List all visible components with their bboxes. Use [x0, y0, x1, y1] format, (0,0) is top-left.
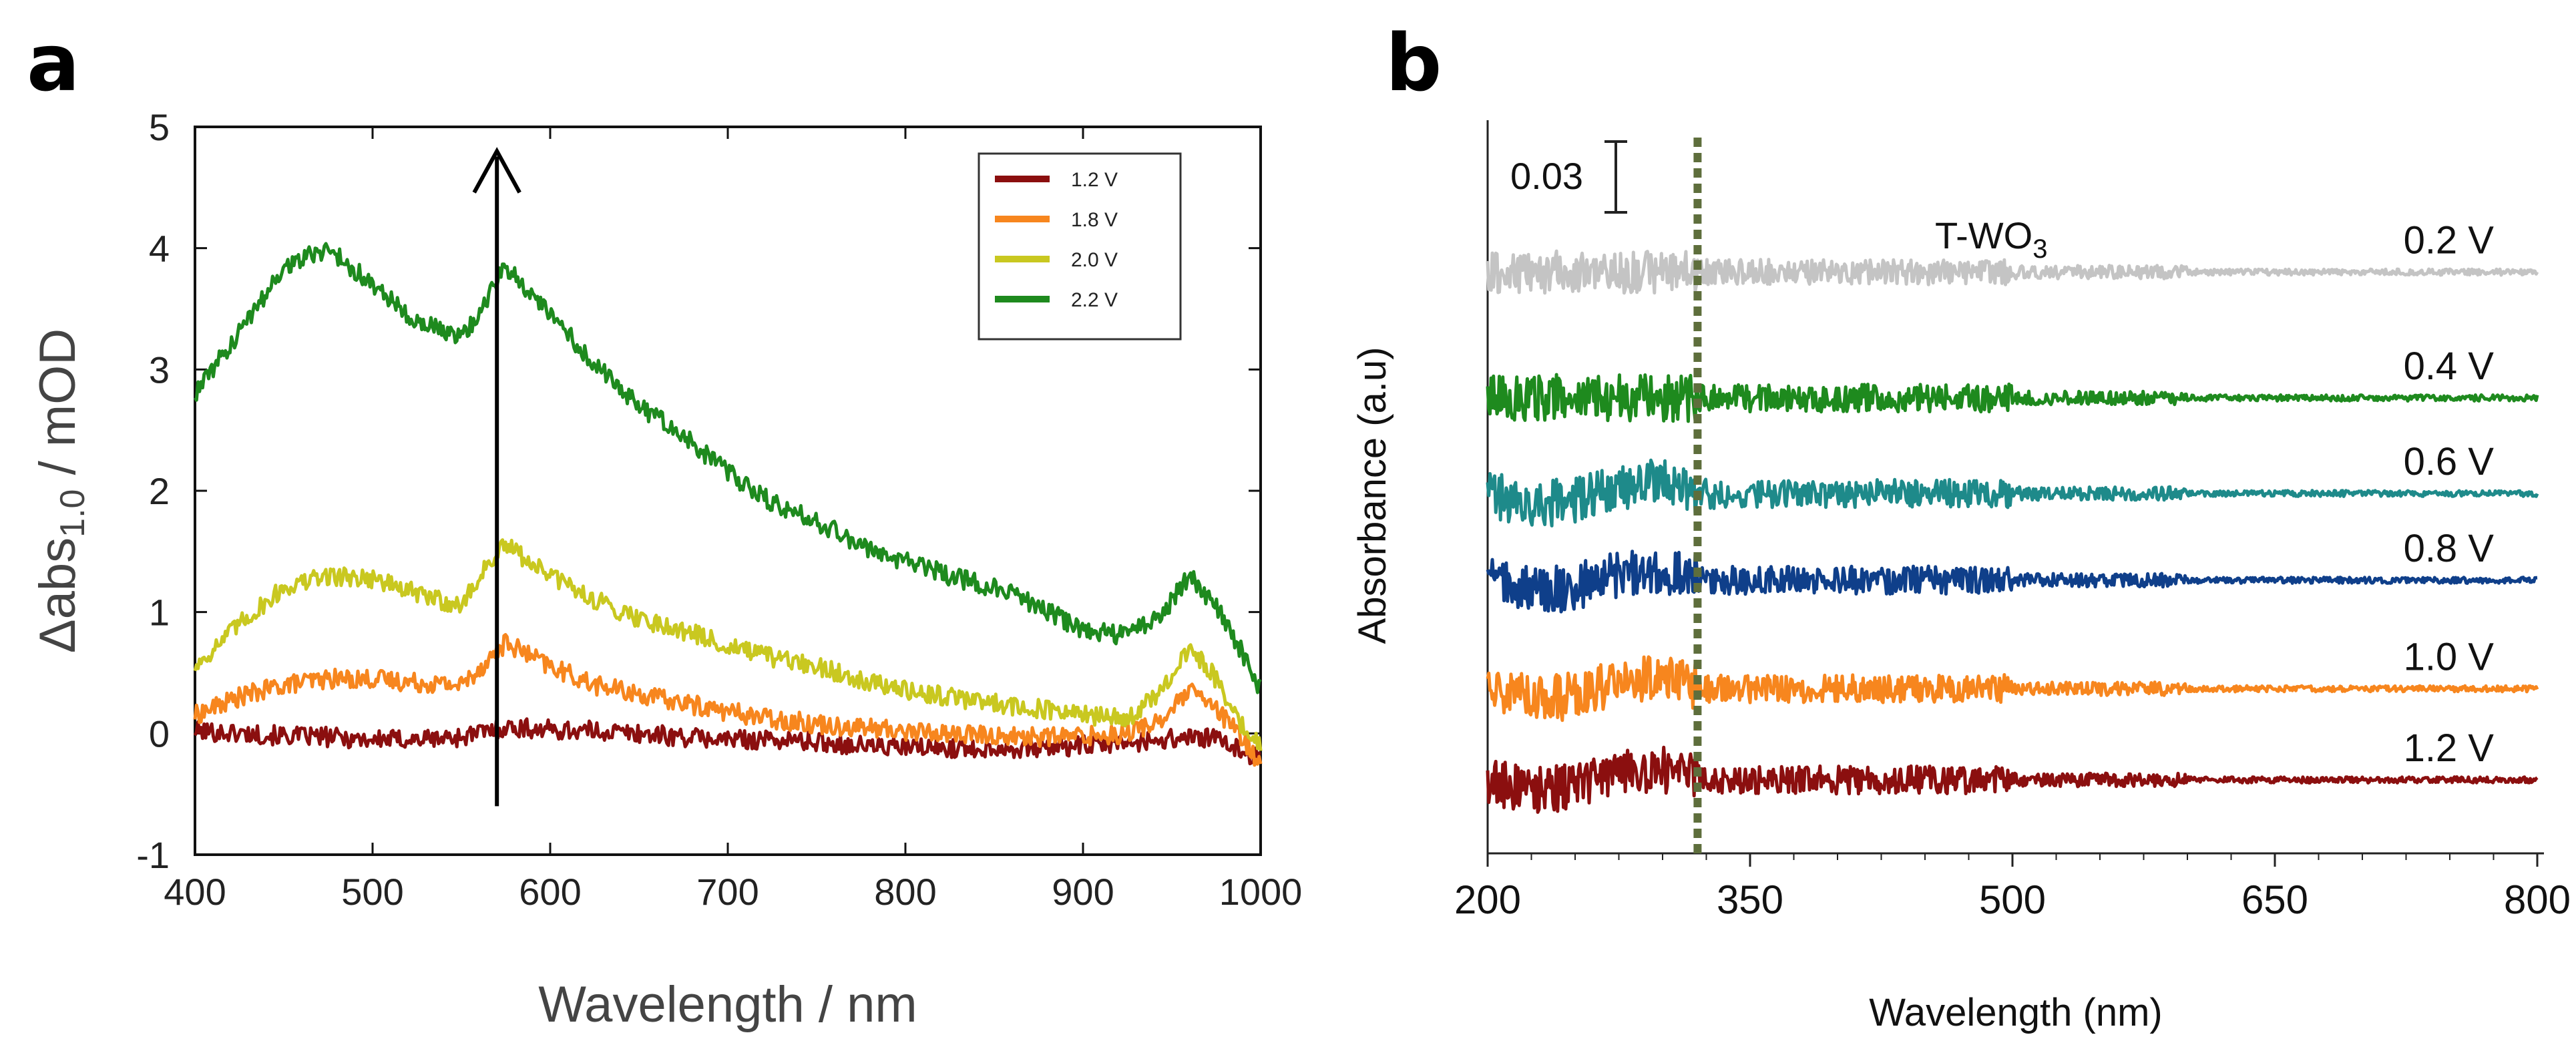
series-line-1_2V [1486, 745, 2539, 814]
panel-b-x-ticks: 200 350 500 650 800 [1454, 853, 2571, 922]
sample-annotation: T-WO3 [1935, 214, 2047, 264]
series-label: 1.0 V [2404, 636, 2495, 679]
y-tick-label: 1 [149, 592, 170, 634]
x-tick-label: 700 [696, 871, 759, 913]
panel-a-label: a [27, 17, 80, 109]
arrow-head [472, 147, 521, 194]
series-line-1_0V [1486, 655, 2539, 722]
panel-b: 200 350 500 650 800 0.2 V 0.4 V 0.6 V 0.8 V 1.0 … [1351, 120, 2571, 1034]
panel-b-x-label: Wavelength (nm) [1869, 991, 2162, 1034]
x-tick-label: 200 [1454, 877, 1521, 922]
panel-a-x-ticks: 400 500 600 700 800 900 1000 [164, 127, 1302, 913]
increase-arrow [472, 147, 521, 807]
legend-label: 2.0 V [1071, 249, 1118, 271]
series-label: 0.2 V [2404, 219, 2495, 262]
sample-name: T-WO [1935, 214, 2032, 256]
panel-a-legend: 1.2 V 1.8 V 2.0 V 2.2 V [978, 152, 1182, 341]
y-tick-label: -1 [136, 834, 170, 876]
x-tick-label: 900 [1052, 871, 1114, 913]
series-line-0_4V [1486, 373, 2539, 423]
x-tick-label: 650 [2241, 877, 2308, 922]
panel-a-x-label: Wavelength / nm [538, 976, 917, 1033]
panel-b-series [1486, 249, 2539, 814]
x-tick-label: 350 [1717, 877, 1783, 922]
x-tick-label: 1000 [1219, 871, 1303, 913]
y-tick-label: 5 [149, 106, 170, 148]
series-line-1_2V [193, 717, 1261, 766]
sample-subscript: 3 [2032, 234, 2047, 264]
series-line-1_8V [193, 633, 1263, 767]
y-tick-label: 2 [149, 470, 170, 512]
legend-label: 1.2 V [1071, 169, 1118, 191]
series-line-2_0V [193, 538, 1263, 751]
series-label: 0.6 V [2404, 440, 2495, 483]
y-label-unit: / mOD [29, 329, 86, 489]
x-tick-label: 800 [874, 871, 936, 913]
panel-b-label: b [1385, 17, 1442, 109]
legend-label: 2.2 V [1071, 289, 1118, 311]
x-tick-label: 500 [1979, 877, 2046, 922]
y-tick-label: 4 [149, 228, 170, 270]
series-label: 0.4 V [2404, 345, 2495, 388]
x-tick-label: 800 [2504, 877, 2571, 922]
legend-box [978, 152, 1182, 341]
scale-bar: 0.03 [1510, 140, 1627, 214]
panel-a-series [193, 242, 1263, 767]
y-label-main: Δabs [29, 538, 86, 653]
panel-a: 400 500 600 700 800 900 1000 -1 0 1 2 3 4 5 1.2 V 1.8… [29, 106, 1302, 1033]
y-label-subscript: 1.0 [53, 489, 92, 538]
panel-a-y-label: Δabs1.0 / mOD [29, 329, 92, 653]
series-line-0_2V [1486, 249, 2539, 295]
panel-b-series-labels: 0.2 V 0.4 V 0.6 V 0.8 V 1.0 V 1.2 V [2404, 219, 2495, 771]
series-line-0_6V [1486, 458, 2539, 528]
series-label: 0.8 V [2404, 527, 2495, 570]
legend-label: 1.8 V [1071, 209, 1118, 231]
panel-b-y-label: Absorbance (a.u) [1351, 347, 1394, 644]
x-tick-label: 500 [341, 871, 403, 913]
series-line-2_2V [193, 242, 1262, 694]
series-label: 1.2 V [2404, 726, 2495, 770]
series-line-0_8V [1486, 550, 2538, 614]
panel-a-y-ticks: -1 0 1 2 3 4 5 [136, 106, 1261, 876]
scale-bar-label: 0.03 [1510, 155, 1583, 197]
y-tick-label: 3 [149, 349, 170, 391]
x-tick-label: 600 [519, 871, 581, 913]
x-tick-label: 400 [164, 871, 226, 913]
y-tick-label: 0 [149, 712, 170, 755]
